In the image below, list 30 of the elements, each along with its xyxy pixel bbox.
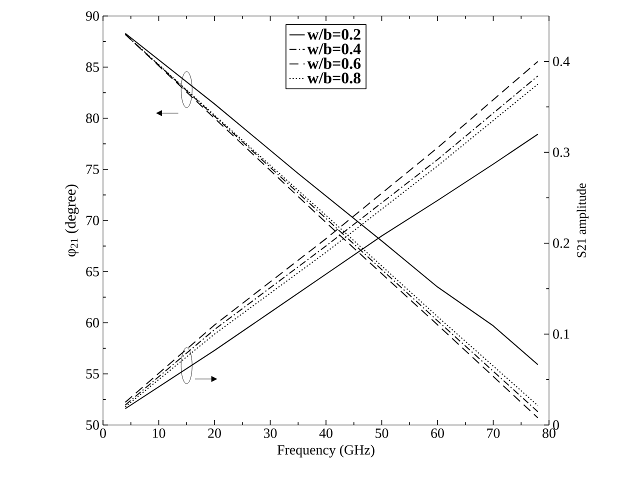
y-tick-label: 70 xyxy=(86,216,99,226)
y2-axis-title: S21 amplitude xyxy=(576,183,589,258)
y-tick-label: 55 xyxy=(86,369,99,379)
x-axis-title: Frequency (GHz) xyxy=(277,444,374,458)
y-tick-label: 80 xyxy=(86,114,99,123)
y-tick-label: 90 xyxy=(86,11,99,21)
legend-label: w/b=0.6 xyxy=(307,58,361,69)
x-tick-label: 40 xyxy=(319,428,332,438)
x-tick-label: 30 xyxy=(264,428,277,438)
y-tick-label: 60 xyxy=(86,318,99,328)
x-tick-label: 50 xyxy=(376,428,388,438)
legend-label: w/b=0.4 xyxy=(307,43,361,54)
y2-tick-label: 0 xyxy=(553,420,559,430)
y2-tick-label: 0.1 xyxy=(553,329,570,339)
legend-label: w/b=0.8 xyxy=(307,72,361,84)
x-tick-label: 70 xyxy=(487,428,500,438)
x-tick-label: 10 xyxy=(152,428,166,438)
y-tick-label: 85 xyxy=(86,62,99,72)
y2-tick-label: 0.4 xyxy=(553,56,570,66)
y-axis-title: φ$_{21}$ (degree) xyxy=(65,184,79,256)
y2-tick-label: 0.3 xyxy=(553,148,570,158)
y-tick-label: 65 xyxy=(86,266,99,276)
x-tick-label: 0 xyxy=(100,428,106,438)
legend-label: w/b=0.2 xyxy=(307,28,360,40)
x-tick-label: 80 xyxy=(542,428,556,438)
y-tick-label: 50 xyxy=(86,420,99,430)
y-tick-label: 75 xyxy=(86,164,99,174)
x-tick-label: 60 xyxy=(431,428,444,438)
y2-tick-label: 0.2 xyxy=(553,238,570,248)
x-tick-label: 20 xyxy=(208,428,221,438)
